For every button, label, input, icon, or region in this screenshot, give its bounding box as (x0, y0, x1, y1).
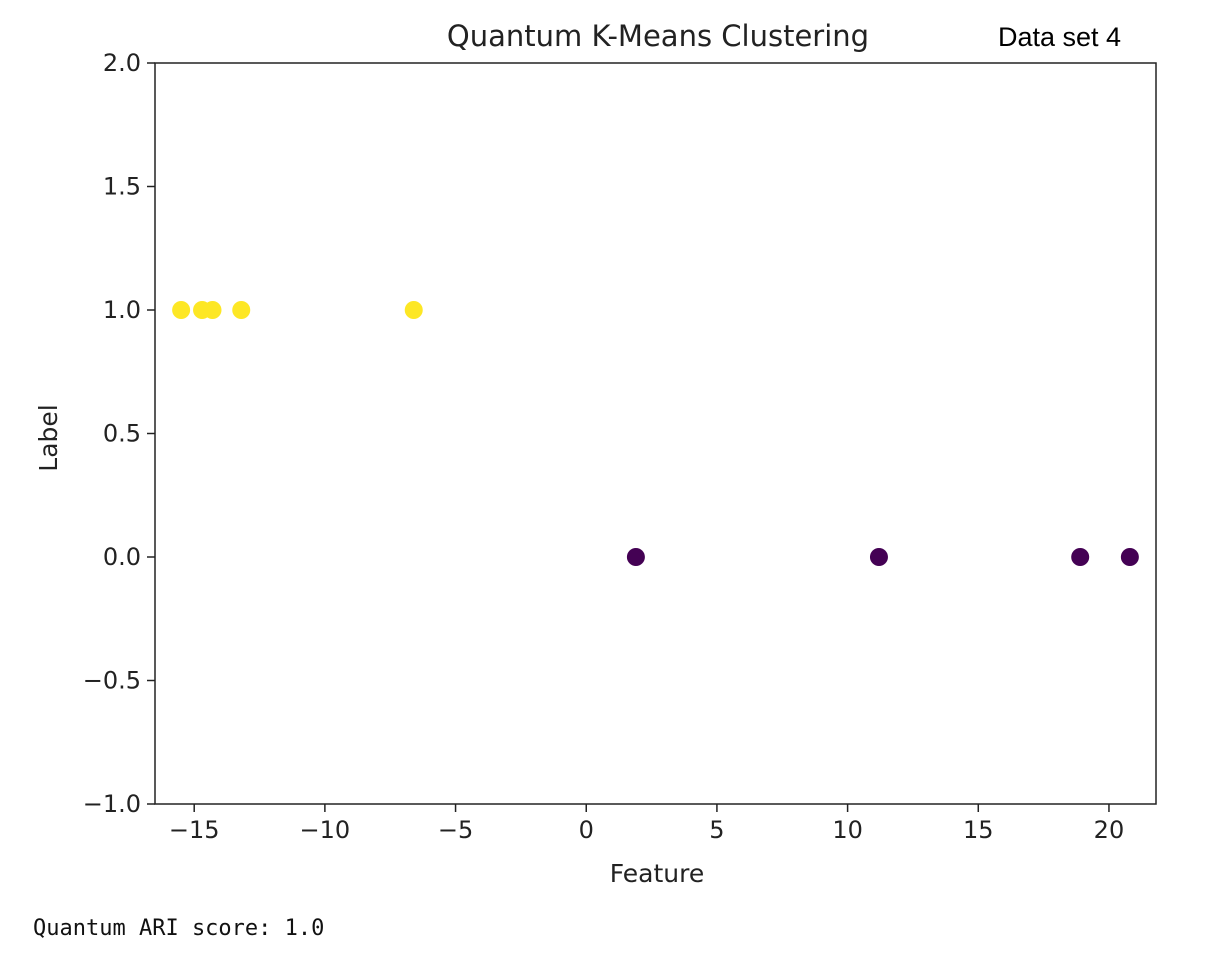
y-tick-label: 1.0 (103, 296, 141, 324)
x-tick-label: 0 (579, 816, 594, 844)
x-tick-label: 15 (963, 816, 994, 844)
x-tick-label: −15 (169, 816, 220, 844)
data-points (172, 301, 1139, 566)
ari-score-output: Quantum ARI score: 1.0 (33, 916, 325, 941)
y-tick-label: 0.0 (103, 543, 141, 571)
x-axis-ticks: −15 −10 −5 0 5 10 15 20 (169, 804, 1124, 844)
x-tick-label: −5 (438, 816, 473, 844)
y-axis-ticks: −1.0 −0.5 0.0 0.5 1.0 1.5 2.0 (83, 49, 155, 818)
x-tick-label: 20 (1094, 816, 1125, 844)
plot-area (154, 62, 1157, 805)
dataset-label: Data set 4 (998, 22, 1122, 52)
scatter-point (404, 301, 423, 319)
y-tick-label: 1.5 (103, 173, 141, 201)
y-tick-label: 2.0 (103, 49, 141, 77)
scatter-point (869, 548, 888, 566)
scatter-point (232, 301, 251, 319)
scatter-point (172, 301, 191, 319)
x-axis-label: Feature (610, 859, 704, 888)
y-tick-label: 0.5 (103, 420, 141, 448)
y-tick-label: −1.0 (83, 790, 141, 818)
x-tick-label: −10 (300, 816, 351, 844)
y-tick-label: −0.5 (83, 667, 141, 695)
scatter-point (1071, 548, 1090, 566)
scatter-point (1120, 548, 1139, 566)
x-tick-label: 5 (709, 816, 724, 844)
chart-title: Quantum K-Means Clustering (447, 19, 869, 53)
scatter-point (626, 548, 645, 566)
x-tick-label: 10 (832, 816, 863, 844)
scatter-point (203, 301, 222, 319)
y-axis-label: Label (34, 404, 63, 471)
